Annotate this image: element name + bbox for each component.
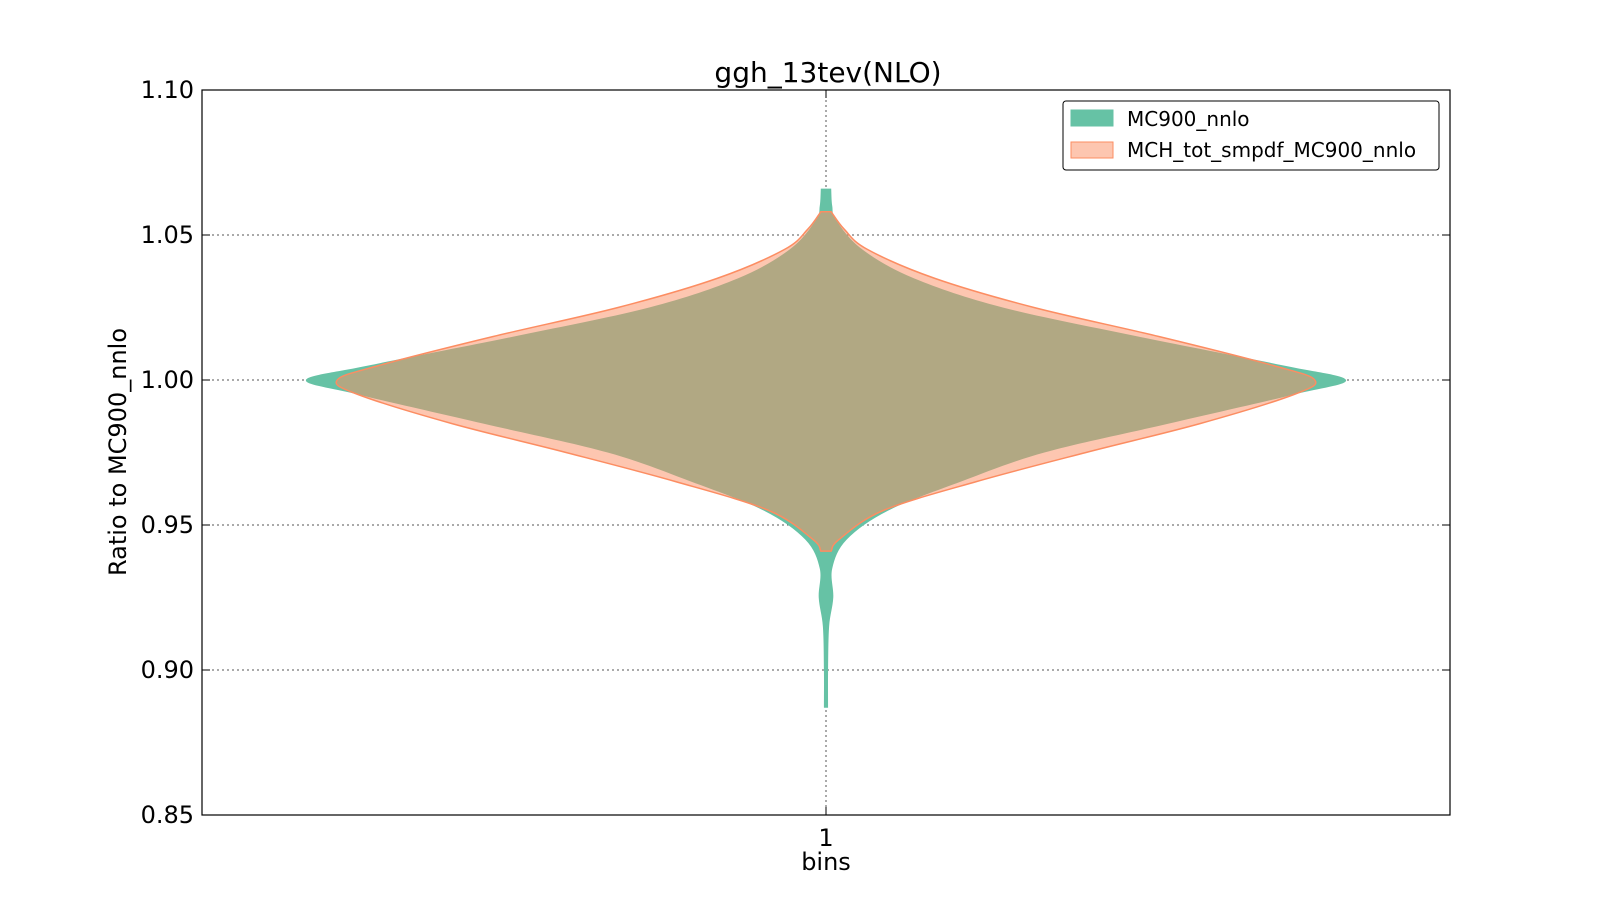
legend-swatch-mc900: [1070, 109, 1114, 127]
x-tick-label: 1: [818, 824, 833, 852]
violin-mch-tot-smpdf: [335, 211, 1317, 552]
y-tick-label: 0.90: [141, 656, 194, 684]
violins: [305, 188, 1347, 708]
legend: MC900_nnlo MCH_tot_smpdf_MC900_nnlo: [1062, 100, 1440, 171]
legend-box: [1062, 100, 1440, 171]
y-axis-label: Ratio to MC900_nnlo: [104, 328, 132, 576]
y-tick-label: 1.05: [141, 221, 194, 249]
y-tick-label: 1.10: [141, 76, 194, 104]
y-tick-label: 0.85: [141, 801, 194, 829]
y-tick-label: 0.95: [141, 511, 194, 539]
x-axis-label: bins: [801, 848, 851, 876]
y-tick-label: 1.00: [141, 366, 194, 394]
legend-swatch-mch: [1070, 141, 1114, 159]
legend-label-mc900: MC900_nnlo: [1127, 107, 1250, 131]
chart-title: ggh_13tev(NLO): [714, 56, 941, 89]
legend-label-mch: MCH_tot_smpdf_MC900_nnlo: [1127, 138, 1416, 162]
axis-ticks: 0.85 0.90 0.95 1.00 1.05 1.10 1: [141, 76, 1450, 852]
